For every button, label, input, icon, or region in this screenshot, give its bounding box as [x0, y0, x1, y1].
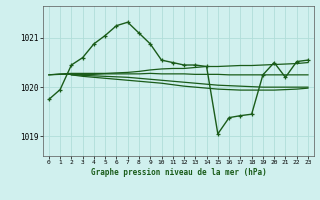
X-axis label: Graphe pression niveau de la mer (hPa): Graphe pression niveau de la mer (hPa) — [91, 168, 266, 177]
